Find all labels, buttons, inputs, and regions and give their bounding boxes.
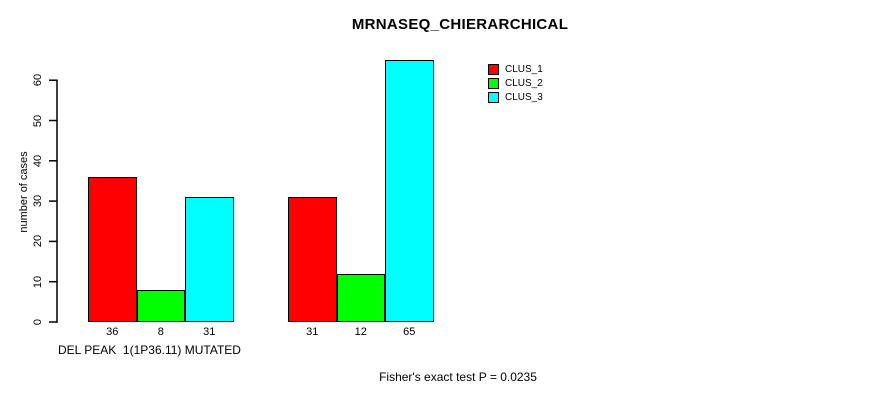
bar-clus_1-group-1: [88, 176, 137, 322]
y-tick-label: 20: [32, 235, 44, 248]
legend-label: CLUS_2: [505, 78, 543, 89]
y-tick-label: 50: [32, 114, 44, 127]
bar-value-label: 31: [203, 326, 216, 338]
bar-value-label: 31: [306, 326, 319, 338]
legend-label: CLUS_3: [505, 92, 543, 103]
x-axis-label: DEL PEAK 1(1P36.11) MUTATED: [58, 343, 241, 357]
legend-label: CLUS_1: [505, 64, 543, 75]
bar-clus_2-group-1: [136, 289, 185, 322]
y-tick-label: 60: [32, 74, 44, 87]
y-tick-label: 10: [32, 275, 44, 288]
bar-clus_1-group-2: [288, 197, 337, 322]
y-tick-label: 0: [32, 318, 44, 326]
bar-value-label: 8: [157, 326, 164, 338]
legend-swatch-icon: [488, 92, 499, 103]
legend-item-clus_1: CLUS_1: [488, 63, 543, 76]
legend-item-clus_2: CLUS_2: [488, 77, 543, 90]
bar-value-label: 65: [403, 326, 416, 338]
legend-item-clus_3: CLUS_3: [488, 91, 543, 104]
y-tick-label: 40: [32, 154, 44, 167]
legend-swatch-icon: [488, 64, 499, 75]
fisher-test-annotation: Fisher's exact test P = 0.0235: [379, 370, 537, 384]
legend: CLUS_1 CLUS_2 CLUS_3: [488, 63, 543, 105]
legend-swatch-icon: [488, 78, 499, 89]
bar-clus_2-group-2: [336, 273, 385, 322]
chart-title: MRNASEQ_CHIERARCHICAL: [351, 16, 569, 33]
bar-clus_3-group-2: [385, 60, 434, 322]
y-tick-label: 30: [32, 194, 44, 208]
bar-value-label: 36: [106, 326, 119, 338]
bar-value-label: 12: [354, 326, 367, 338]
bar-clus_3-group-1: [185, 197, 234, 322]
